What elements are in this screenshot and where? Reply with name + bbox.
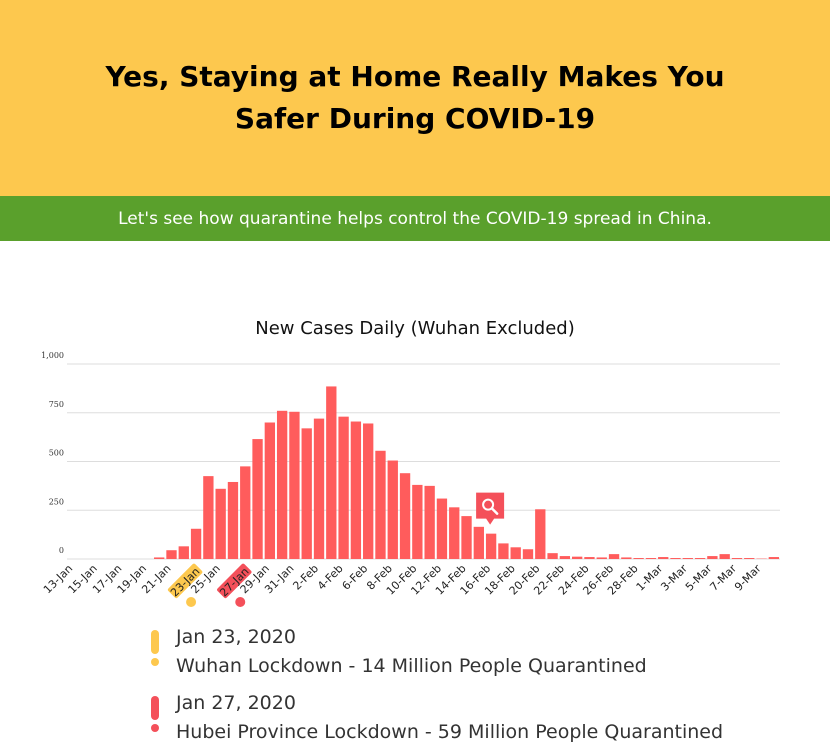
- bar-1-Mar: [658, 557, 668, 559]
- exclamation-bar: [151, 696, 159, 720]
- bar-1-Feb: [302, 428, 312, 559]
- bar-8-Mar: [744, 558, 754, 559]
- bar-24-Jan: [203, 476, 213, 559]
- bar-29-Feb: [646, 558, 656, 559]
- bar-14-Feb: [461, 516, 471, 559]
- event-date: Jan 23, 2020: [176, 622, 723, 652]
- bar-30-Jan: [277, 411, 287, 559]
- zoom-icon[interactable]: [476, 493, 504, 525]
- x-tick-label: 2-Feb: [290, 562, 321, 593]
- event-description: Wuhan Lockdown - 14 Million People Quara…: [176, 652, 723, 680]
- x-tick-label: 6-Feb: [340, 562, 371, 593]
- exclamation-dot: [151, 724, 159, 732]
- bar-3-Mar: [683, 558, 693, 559]
- event-item-hubei: Jan 27, 2020 Hubei Province Lockdown - 5…: [150, 688, 723, 754]
- bar-26-Feb: [609, 554, 619, 559]
- event-marker-dot: [186, 597, 196, 607]
- x-tick-label: 4-Feb: [315, 562, 346, 593]
- x-tick-label: 1-Mar: [634, 562, 666, 594]
- bar-22-Jan: [179, 546, 189, 559]
- bar-20-Feb: [535, 509, 545, 559]
- event-date: Jan 27, 2020: [176, 688, 723, 718]
- bar-27-Jan: [240, 466, 250, 559]
- x-tick-label: 3-Mar: [658, 562, 690, 594]
- exclamation-dot: [151, 658, 159, 666]
- y-tick-label: 500: [49, 449, 64, 458]
- bar-5-Mar: [707, 556, 717, 559]
- bar-16-Feb: [486, 534, 496, 559]
- x-tick-label: 9-Mar: [732, 562, 764, 594]
- header-banner: Yes, Staying at Home Really Makes You Sa…: [0, 0, 830, 196]
- bar-12-Feb: [437, 499, 447, 559]
- bar-7-Mar: [732, 558, 742, 559]
- y-tick-label: 1,000: [41, 351, 64, 360]
- y-tick-label: 250: [49, 497, 64, 506]
- bar-27-Feb: [621, 557, 631, 559]
- bar-10-Feb: [412, 485, 422, 559]
- bar-11-Feb: [424, 486, 434, 559]
- y-tick-label: 750: [49, 400, 64, 409]
- bar-7-Feb: [375, 451, 385, 559]
- bar-4-Mar: [695, 558, 705, 559]
- bar-28-Jan: [252, 439, 262, 559]
- bar-4-Feb: [338, 417, 348, 559]
- bar-24-Feb: [584, 557, 594, 559]
- bar-21-Feb: [547, 553, 557, 559]
- bar-15-Feb: [474, 527, 484, 559]
- x-tick-label: 5-Mar: [683, 562, 715, 594]
- x-tick-label: 7-Mar: [707, 562, 739, 594]
- bar-17-Feb: [498, 543, 508, 559]
- bar-18-Feb: [511, 547, 521, 559]
- page-title: Yes, Staying at Home Really Makes You Sa…: [75, 56, 755, 140]
- bar-29-Jan: [265, 423, 275, 560]
- bar-20-Jan: [154, 557, 164, 559]
- subheader-bar: Let's see how quarantine helps control t…: [0, 196, 830, 241]
- bar-23-Jan: [191, 529, 201, 559]
- bar-5-Feb: [351, 422, 361, 559]
- bar-6-Feb: [363, 423, 373, 559]
- subheader-text: Let's see how quarantine helps control t…: [118, 209, 712, 229]
- chart-title: New Cases Daily (Wuhan Excluded): [0, 318, 830, 339]
- bar-9-Feb: [400, 473, 410, 559]
- bar-25-Jan: [216, 489, 226, 559]
- bar-22-Feb: [560, 556, 570, 559]
- bar-21-Jan: [166, 550, 176, 559]
- exclamation-icon: [150, 630, 160, 664]
- event-marker-dot: [235, 597, 245, 607]
- bar-chart: 02505007501,00013-Jan15-Jan17-Jan19-Jan2…: [0, 340, 830, 630]
- bar-2-Feb: [314, 419, 324, 559]
- events-legend: Jan 23, 2020 Wuhan Lockdown - 14 Million…: [150, 622, 723, 754]
- bar-23-Feb: [572, 557, 582, 559]
- bar-25-Feb: [597, 557, 607, 559]
- exclamation-icon: [150, 696, 160, 730]
- exclamation-bar: [151, 630, 159, 654]
- event-item-wuhan: Jan 23, 2020 Wuhan Lockdown - 14 Million…: [150, 622, 723, 688]
- bar-31-Jan: [289, 412, 299, 559]
- bar-8-Feb: [388, 461, 398, 559]
- bar-19-Feb: [523, 549, 533, 559]
- bar-28-Feb: [633, 558, 643, 559]
- bar-2-Mar: [670, 558, 680, 559]
- bar-3-Feb: [326, 386, 336, 559]
- y-tick-label: 0: [59, 546, 64, 555]
- bar-10-Mar: [769, 557, 779, 559]
- event-description: Hubei Province Lockdown - 59 Million Peo…: [176, 718, 723, 746]
- bar-13-Feb: [449, 507, 459, 559]
- bar-6-Mar: [720, 554, 730, 559]
- bar-26-Jan: [228, 482, 238, 559]
